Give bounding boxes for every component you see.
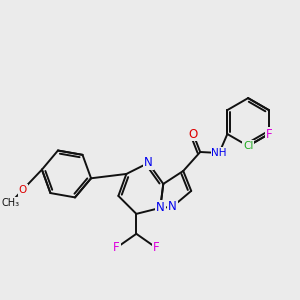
Text: O: O xyxy=(18,185,27,195)
Text: F: F xyxy=(266,128,272,140)
Text: N: N xyxy=(144,157,153,169)
Text: F: F xyxy=(113,241,120,254)
Text: CH₃: CH₃ xyxy=(2,198,20,208)
Text: N: N xyxy=(156,201,165,214)
Text: Cl: Cl xyxy=(243,141,253,151)
Text: N: N xyxy=(168,200,177,213)
Text: F: F xyxy=(153,241,160,254)
Text: O: O xyxy=(189,128,198,140)
Text: NH: NH xyxy=(212,148,227,158)
